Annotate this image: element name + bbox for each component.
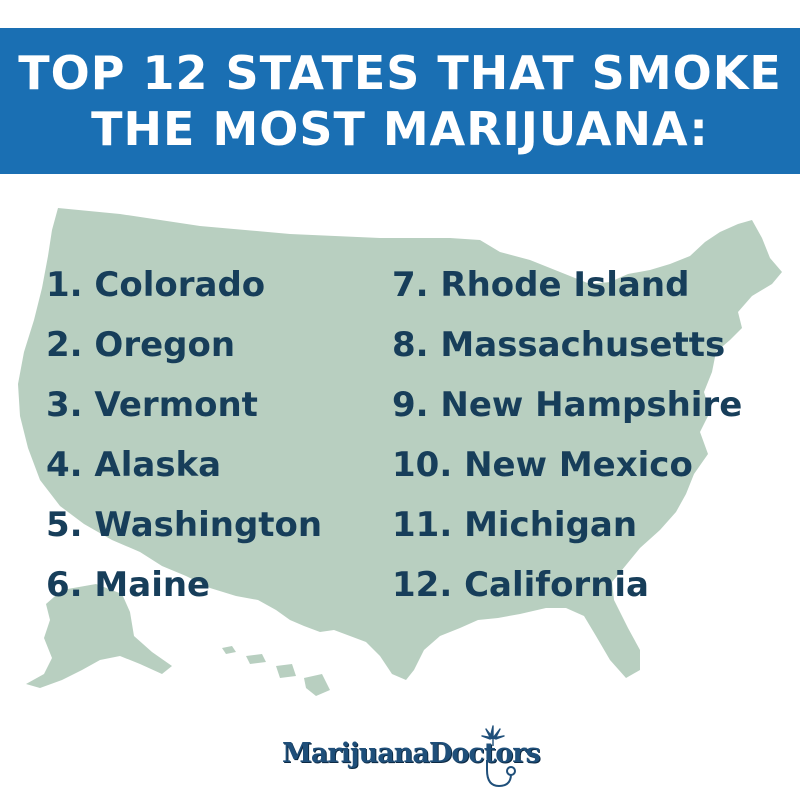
list-item: 6. Maine (46, 565, 211, 605)
logo-text: MarijuanaDoctors (282, 738, 541, 769)
alaska-shape (26, 584, 172, 688)
hawaii-shape-1 (222, 646, 236, 654)
title-line-1: TOP 12 STATES THAT SMOKE (18, 46, 782, 100)
hawaii-shape-4 (304, 674, 330, 696)
title-banner: TOP 12 STATES THAT SMOKE THE MOST MARIJU… (0, 28, 800, 174)
title-line-2: THE MOST MARIJUANA: (91, 102, 709, 156)
us-map (18, 208, 782, 696)
list-item: 9. New Hampshire (392, 385, 743, 425)
list-item: 11. Michigan (392, 505, 638, 545)
list-item: 2. Oregon (46, 325, 236, 365)
marijuana-doctors-logo: MarijuanaDoctors (282, 725, 541, 790)
list-item: 8. Massachusetts (392, 325, 726, 365)
contiguous-us-shape (18, 208, 782, 680)
list-item: 4. Alaska (46, 445, 222, 485)
list-item: 10. New Mexico (392, 445, 693, 485)
list-item: 7. Rhode Island (392, 265, 690, 305)
hawaii-shape-2 (246, 654, 266, 664)
ranking-list-left: 1. Colorado 2. Oregon 3. Vermont 4. Alas… (46, 262, 322, 622)
stethoscope-icon (486, 760, 516, 788)
hawaii-shape-3 (276, 664, 296, 678)
ranking-list-right: 7. Rhode Island 8. Massachusetts 9. New … (392, 262, 742, 622)
list-item: 3. Vermont (46, 385, 258, 425)
list-item: 5. Washington (46, 505, 323, 545)
list-item: 1. Colorado (46, 265, 266, 305)
list-item: 12. California (392, 565, 649, 605)
cannabis-leaf-icon (481, 725, 505, 746)
